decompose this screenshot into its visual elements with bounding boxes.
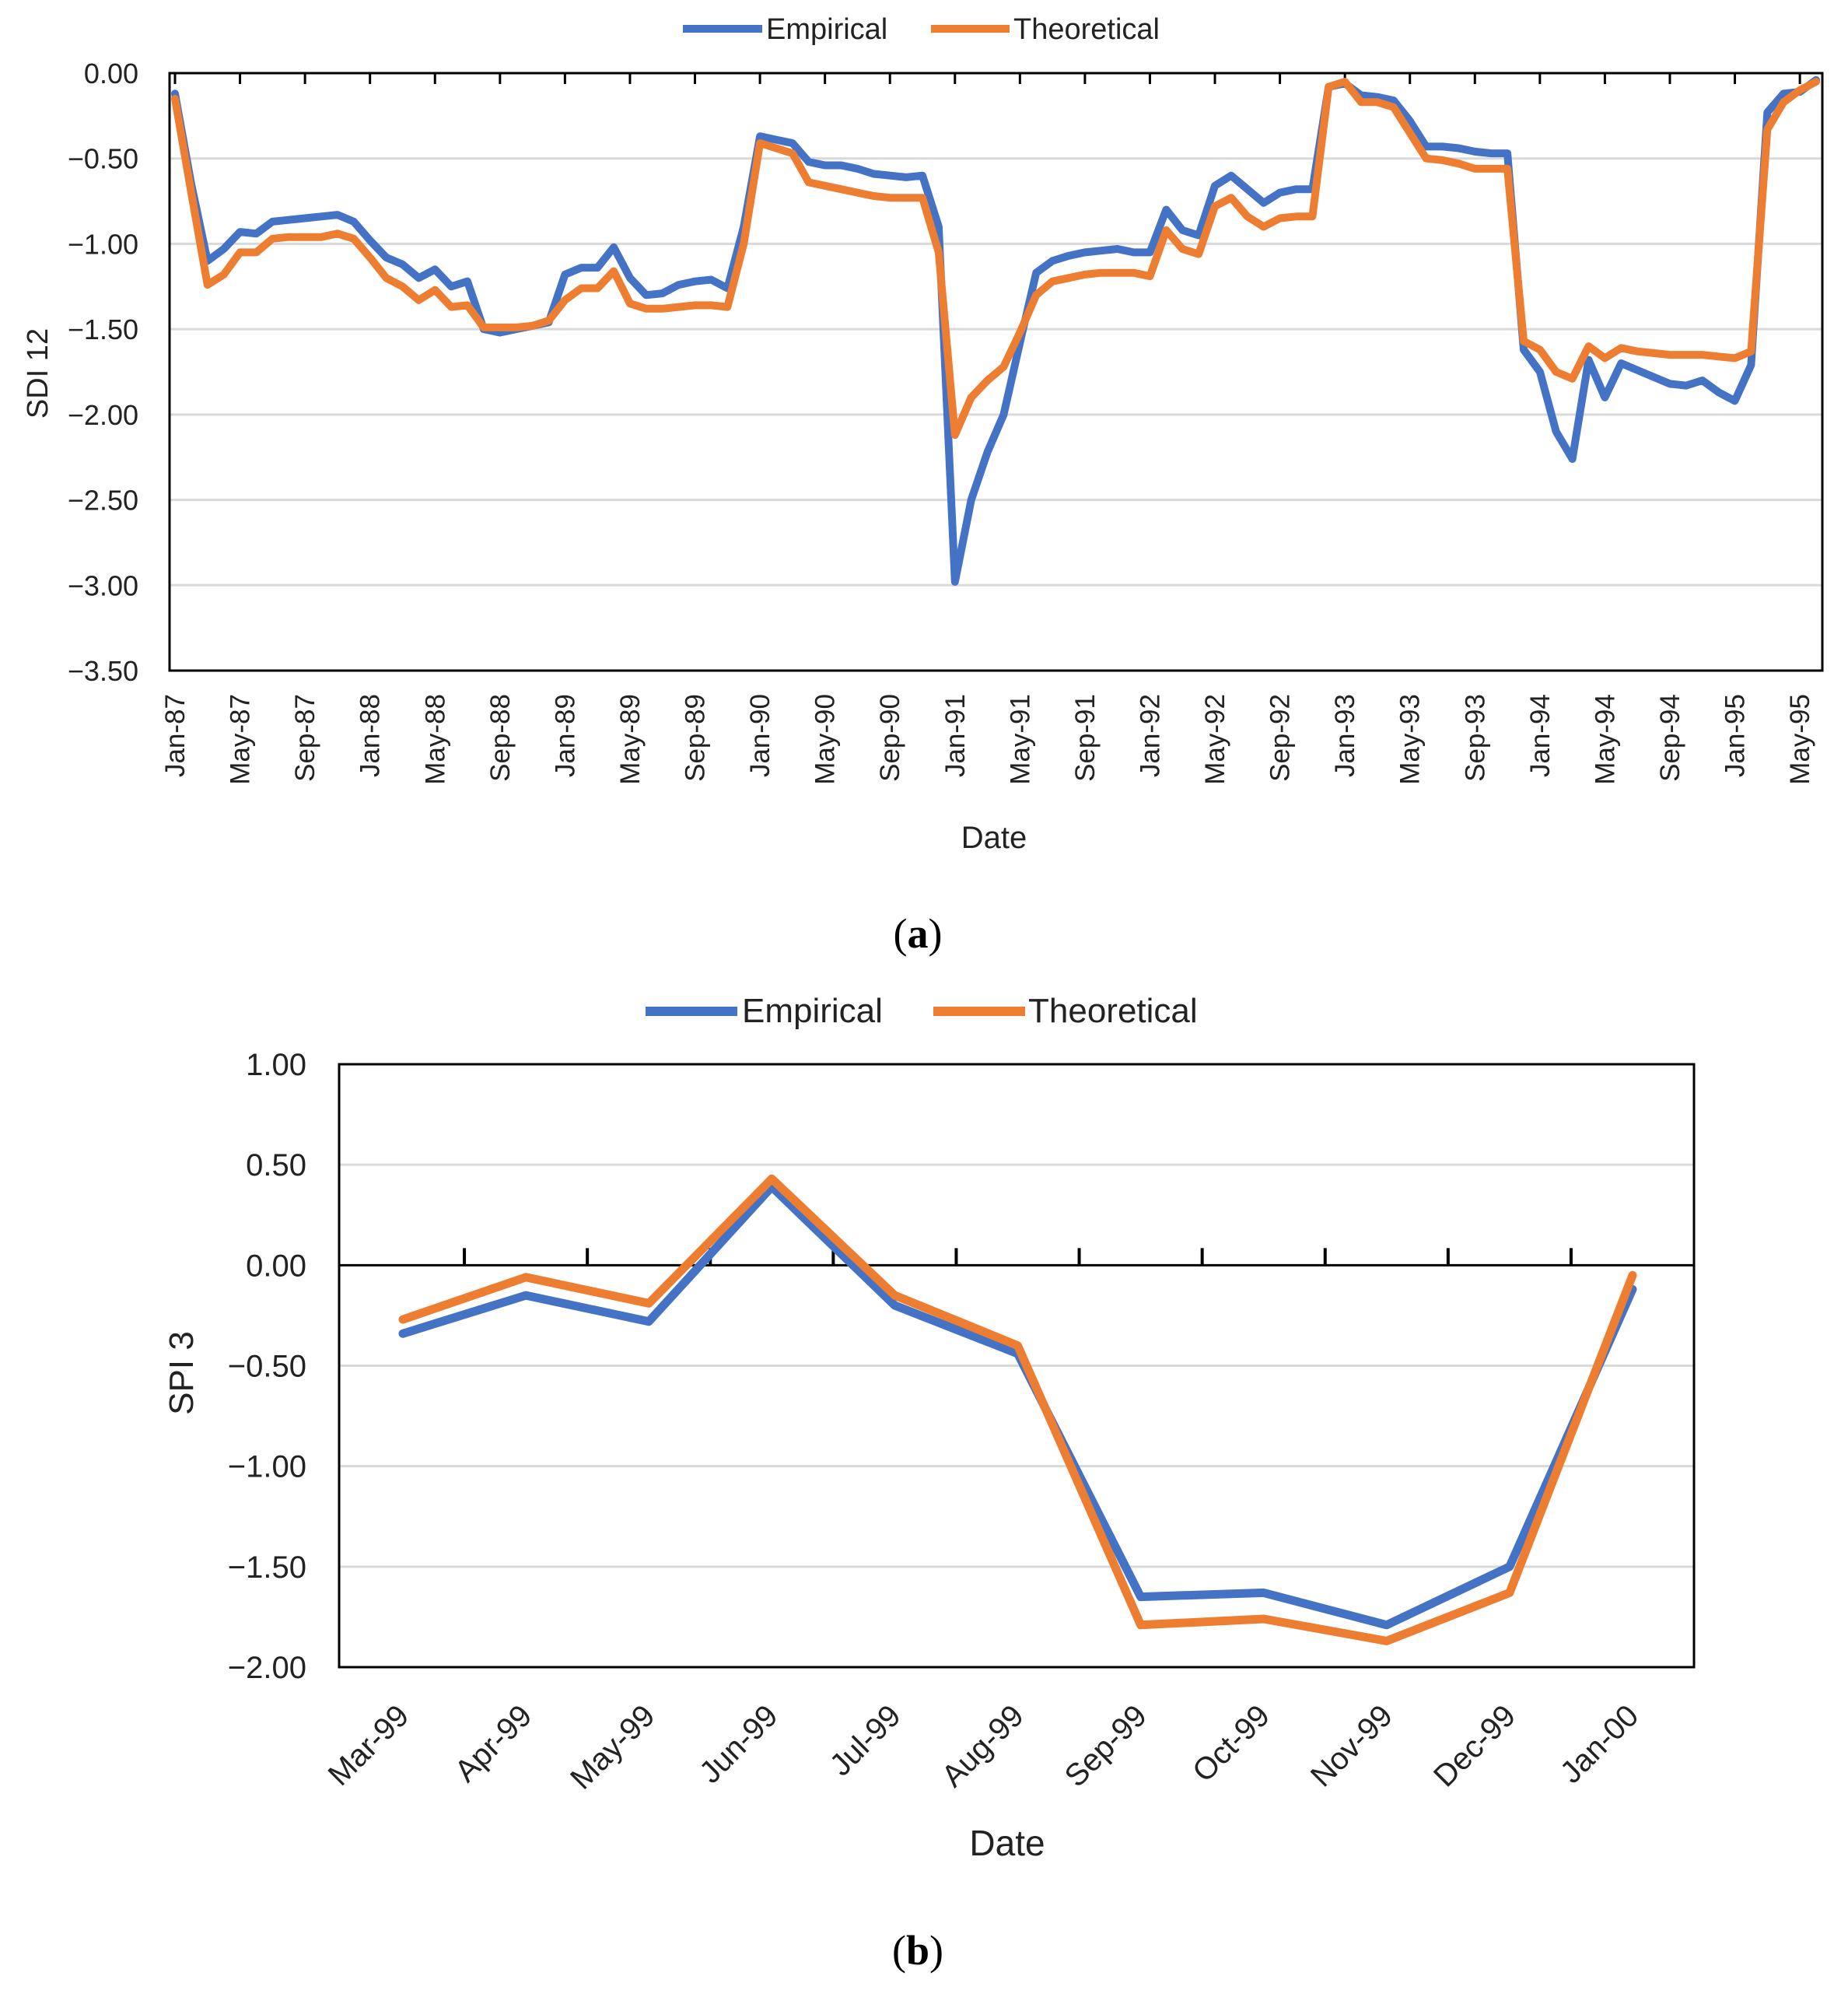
chart-a-x-tick-label: Sep-92 <box>1265 694 1296 782</box>
chart-b-y-tick-label: 0.00 <box>246 1249 306 1283</box>
chart-a-y-tick-label: −3.00 <box>68 569 138 601</box>
chart-b: Empirical Theoretical 1.00 0.50 0.00 −0.50 −… <box>163 992 1696 1974</box>
chart-a-x-tick-label: Jan-94 <box>1525 694 1556 777</box>
chart-a-y-tick-label: −3.50 <box>68 655 138 687</box>
chart-a-x-tick-label: Sep-87 <box>290 694 320 782</box>
chart-a-x-tick-label: Jan-91 <box>940 694 971 777</box>
chart-a-x-tick-label: Sep-88 <box>485 694 516 782</box>
chart-b-y-axis-title: SPI 3 <box>163 1331 201 1415</box>
chart-b-x-tick-label: Aug-99 <box>936 1698 1031 1793</box>
chart-b-y-tick-label: 0.50 <box>246 1148 306 1182</box>
chart-a-y-tick-labels: 0.00 −0.50 −1.00 −1.50 −2.00 −2.50 −3.00 −3.50 <box>68 58 138 687</box>
chart-b-x-tick-label: May-99 <box>564 1698 661 1796</box>
chart-a-x-tick-label: May-95 <box>1785 694 1815 785</box>
chart-b-x-tick-label: Sep-99 <box>1059 1698 1153 1793</box>
chart-a-x-tick-label: May-93 <box>1395 694 1426 785</box>
chart-b-x-tick-label: Jan-00 <box>1554 1698 1646 1790</box>
chart-a-x-tick-label: May-92 <box>1200 694 1230 785</box>
chart-a-gridlines <box>170 157 1822 587</box>
chart-a-series <box>171 75 1820 586</box>
chart-a-x-tick-label: Jan-95 <box>1720 694 1751 777</box>
chart-a-y-tick-label: −2.50 <box>68 485 138 517</box>
chart-a-x-tick-label: May-94 <box>1590 694 1620 785</box>
chart-a: Empirical Theoretical 0.00 −0.50 −1.00 −1.5… <box>22 13 1824 957</box>
chart-b-x-tick-label: Apr-99 <box>448 1698 538 1789</box>
chart-a-x-tick-label: May-87 <box>226 694 256 785</box>
chart-b-series <box>398 1174 1637 1645</box>
chart-a-caption-letter: a <box>908 910 929 957</box>
chart-b-x-tick-label: Nov-99 <box>1304 1698 1399 1793</box>
chart-b-y-tick-label: −2.00 <box>228 1651 306 1685</box>
chart-b-legend: Empirical Theoretical <box>646 992 1198 1030</box>
chart-a-x-tick-label: Sep-91 <box>1070 694 1101 782</box>
chart-a-x-tick-label: May-91 <box>1005 694 1035 785</box>
chart-a-y-axis-title: SDI 12 <box>22 328 54 419</box>
chart-b-x-tick-label: Dec-99 <box>1427 1698 1522 1793</box>
chart-b-y-tick-labels: 1.00 0.50 0.00 −0.50 −1.00 −1.50 −2.00 <box>228 1048 306 1685</box>
chart-a-x-tick-label: Sep-93 <box>1460 694 1490 782</box>
chart-b-gridlines <box>339 1163 1694 1568</box>
chart-a-legend: Empirical Theoretical <box>683 13 1160 46</box>
chart-a-x-tick-label: Sep-89 <box>681 694 711 782</box>
chart-a-x-tick-label: May-90 <box>810 694 841 785</box>
chart-b-caption: (b) <box>892 1927 943 1974</box>
chart-a-series-empirical <box>171 75 1820 586</box>
chart-a-series-theoretical <box>171 78 1820 440</box>
legend-b-theoretical-label: Theoretical <box>1028 992 1198 1030</box>
chart-b-x-tick-label: Mar-99 <box>322 1698 416 1792</box>
chart-a-x-tick-label: Jan-92 <box>1135 694 1165 777</box>
legend-a-empirical-label: Empirical <box>766 13 887 46</box>
chart-a-y-tick-label: −2.00 <box>68 399 138 431</box>
chart-a-x-tick-label: May-89 <box>615 694 646 785</box>
chart-a-x-tick-label: Jan-90 <box>745 694 775 777</box>
chart-a-y-tick-label: −1.00 <box>68 228 138 260</box>
chart-b-x-tick-label: Jul-99 <box>824 1698 908 1782</box>
chart-a-x-tick-label: Sep-90 <box>875 694 905 782</box>
chart-a-y-tick-label: 0.00 <box>84 58 138 89</box>
chart-a-x-axis-title: Date <box>961 821 1027 855</box>
chart-a-x-tick-label: May-88 <box>420 694 450 785</box>
chart-a-y-tick-label: −1.50 <box>68 314 138 345</box>
chart-b-x-axis-title: Date <box>969 1823 1045 1863</box>
chart-b-x-tick-label: Oct-99 <box>1186 1698 1276 1789</box>
chart-a-x-axis: Jan-87 May-87 Sep-87 Jan-88 May-88 Sep-88 Jan-… <box>160 73 1815 785</box>
chart-b-series-theoretical <box>398 1174 1637 1645</box>
chart-b-y-tick-label: −1.00 <box>228 1450 306 1484</box>
chart-b-y-tick-label: 1.00 <box>246 1048 306 1082</box>
chart-b-plot-frame <box>338 1063 1696 1669</box>
legend-a-theoretical-label: Theoretical <box>1013 13 1160 46</box>
chart-a-x-tick-label: Jan-89 <box>550 694 580 777</box>
chart-a-x-tick-label: Sep-94 <box>1655 694 1685 782</box>
chart-a-caption: (a) <box>894 910 943 957</box>
chart-a-y-tick-label: −0.50 <box>68 143 138 175</box>
chart-a-x-tick-label: Jan-87 <box>160 694 191 777</box>
chart-b-x-tick-label: Jun-99 <box>693 1698 785 1790</box>
chart-a-x-tick-label: Jan-88 <box>355 694 386 777</box>
chart-a-x-tick-label: Jan-93 <box>1330 694 1360 777</box>
chart-b-caption-letter: b <box>906 1927 929 1974</box>
chart-b-y-tick-label: −0.50 <box>228 1350 306 1384</box>
chart-b-y-tick-label: −1.50 <box>228 1550 306 1585</box>
legend-b-empirical-label: Empirical <box>742 992 883 1030</box>
chart-a-plot-frame <box>168 72 1824 672</box>
